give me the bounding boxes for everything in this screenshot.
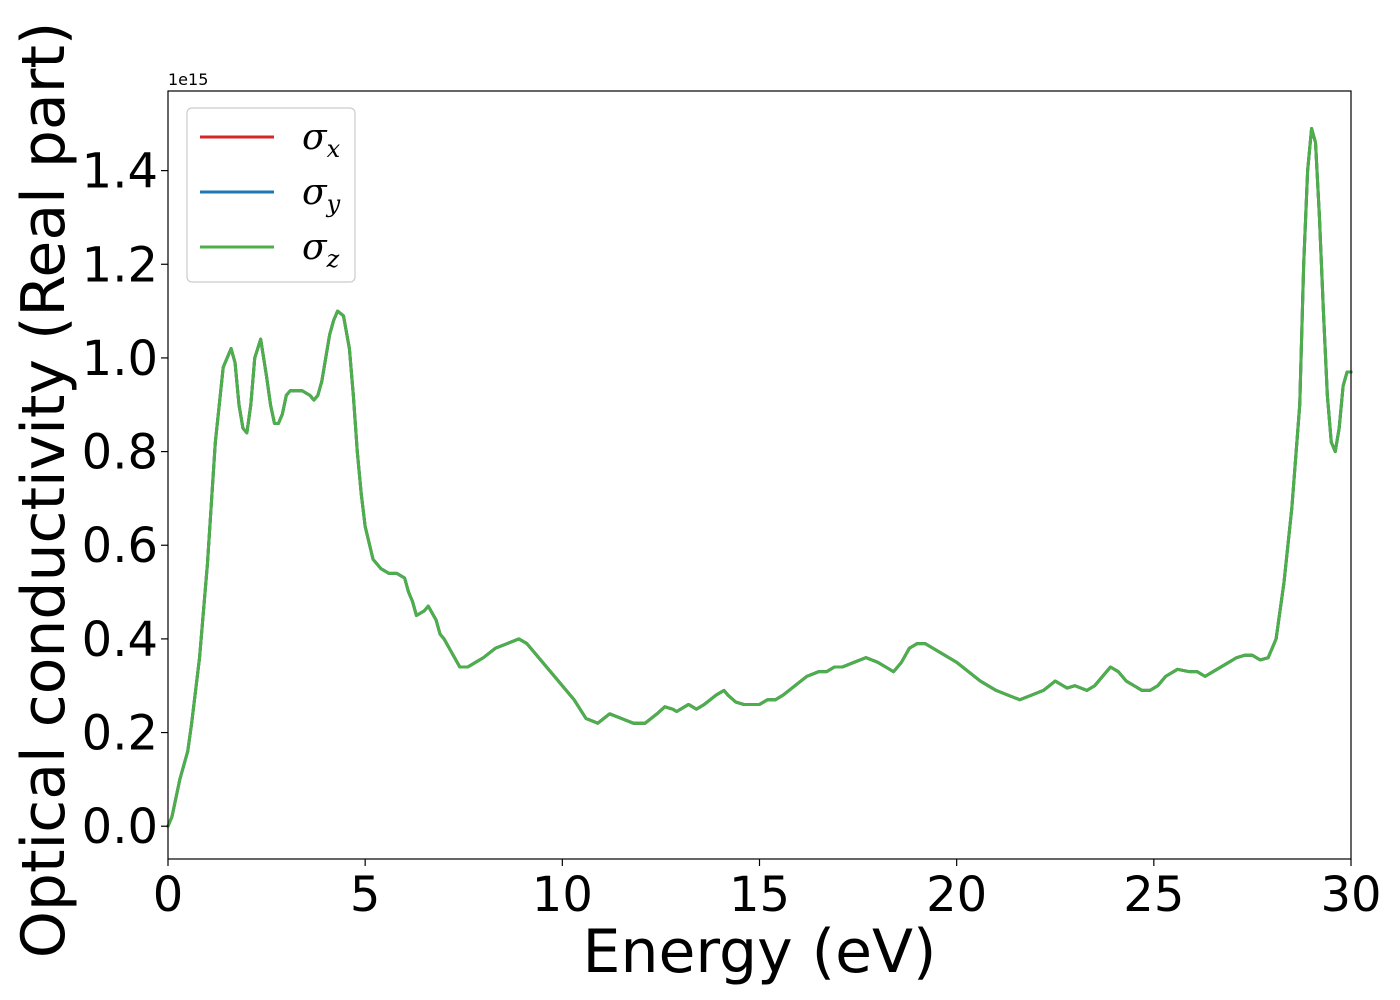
y-tick-label: 1.4 <box>82 144 158 200</box>
legend: σx σy σz <box>186 107 356 283</box>
x-tick-label: 5 <box>350 867 381 923</box>
x-axis: 0 5 10 15 20 25 30 <box>153 859 1382 923</box>
y-tick-label: 0.6 <box>82 518 158 574</box>
y-tick-label: 1.2 <box>82 237 158 293</box>
legend-label: σx <box>302 117 341 163</box>
y-tick-label: 0.0 <box>82 799 158 855</box>
y-tick-label: 0.2 <box>82 706 158 762</box>
legend-label: σz <box>302 227 340 273</box>
y-tick-label: 0.8 <box>82 425 158 481</box>
y-axis: 0.0 0.2 0.4 0.6 0.8 1.0 1.2 1.4 <box>82 144 168 855</box>
legend-frame <box>186 107 356 283</box>
legend-label: σy <box>302 172 341 218</box>
x-tick-label: 20 <box>926 867 987 923</box>
series-layer <box>166 126 1353 828</box>
x-tick-label: 0 <box>153 867 184 923</box>
x-axis-label: Energy (eV) <box>583 917 937 987</box>
y-offset-label: 1e15 <box>168 70 208 89</box>
y-axis-label: Optical conductivity (Real part) <box>9 22 79 959</box>
x-tick-label: 25 <box>1123 867 1184 923</box>
x-tick-label: 15 <box>729 867 790 923</box>
series-line-3 <box>166 126 1353 828</box>
y-tick-label: 1.0 <box>82 331 158 387</box>
x-tick-label: 30 <box>1320 867 1381 923</box>
x-tick-label: 10 <box>532 867 593 923</box>
y-tick-label: 0.4 <box>82 612 158 668</box>
